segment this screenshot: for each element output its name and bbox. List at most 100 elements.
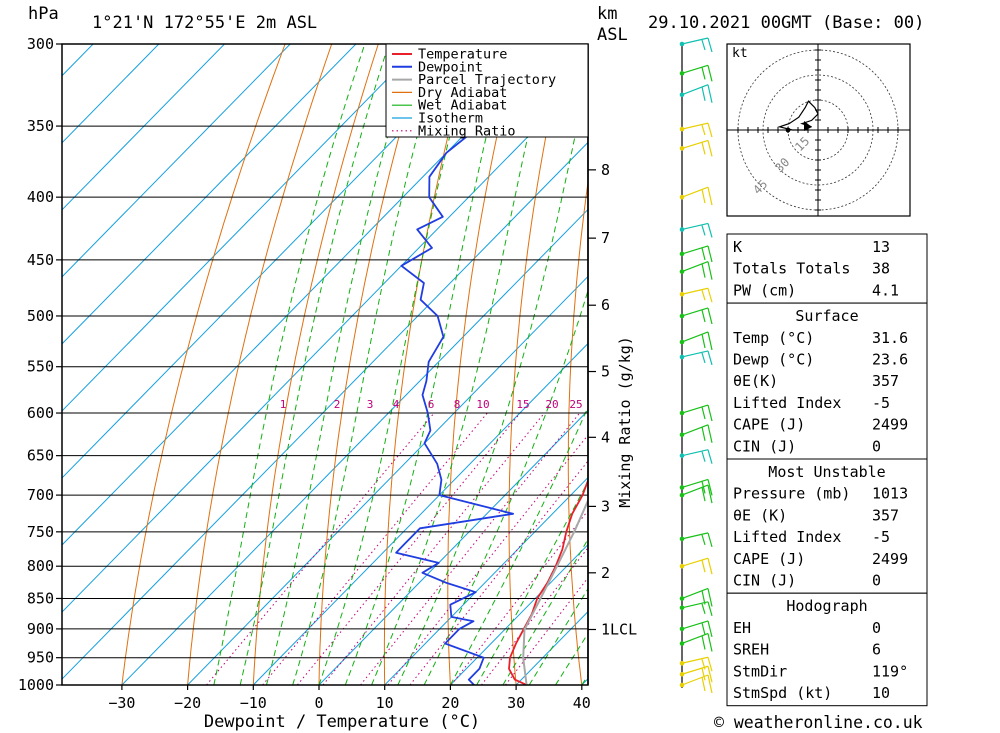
dry-adiabat-line (681, 7, 718, 711)
mixing-ratio-label: 1 (280, 398, 287, 411)
wind-barb-staff (681, 557, 709, 567)
wind-barb (679, 331, 713, 351)
wind-barb-dot (679, 682, 685, 688)
height-tick-label: 2 (601, 564, 610, 582)
hodograph-marker (785, 127, 791, 133)
temperature-tick-label: 40 (573, 694, 591, 712)
wind-barb-staff (681, 350, 709, 358)
wind-barb-feather (707, 558, 713, 575)
wind-barb-feather (707, 37, 713, 53)
pressure-tick-label: 800 (27, 557, 54, 575)
hodograph-storm-arrow (804, 121, 812, 131)
header-hpa-unit: hPa (28, 4, 59, 24)
header-datetime: 29.10.2021 00GMT (Base: 00) (648, 13, 924, 33)
wind-barb-feather (707, 532, 713, 548)
dry-adiabat-line (447, 44, 519, 685)
wind-barb-feather (707, 350, 713, 366)
panel-row-value: -5 (872, 528, 890, 546)
legend-label: Parcel Trajectory (418, 72, 556, 88)
panel-row-value: 0 (872, 619, 881, 637)
wind-barb-staff (681, 532, 709, 540)
pressure-tick-label: 450 (27, 251, 54, 269)
mixing-ratio-label: 2 (334, 398, 341, 411)
wind-barb-feather (701, 560, 706, 573)
wind-barb-staff (681, 84, 709, 96)
wind-barb-staff (681, 186, 709, 198)
wet-adiabat-line (476, 480, 588, 685)
wind-barb-dot (679, 354, 685, 360)
wind-barb-dot (679, 269, 685, 274)
copyright: © weatheronline.co.uk (714, 713, 923, 732)
wind-barb-feather (701, 668, 706, 681)
wind-barb-staff (681, 287, 709, 295)
panel-row-value: -5 (872, 394, 890, 412)
wind-barb (679, 532, 713, 548)
wind-barb-dot (679, 92, 685, 98)
wind-barb-staff (681, 656, 709, 664)
profile-lines (395, 44, 588, 685)
isotherm-line (186, 275, 588, 685)
wind-barb-dot (679, 641, 685, 646)
wind-barb-staff (681, 331, 709, 343)
wind-barb-staff (681, 620, 709, 630)
panel-row-label: StmDir (733, 662, 787, 680)
wind-barb-feather (707, 122, 713, 138)
wind-barb (679, 587, 713, 607)
header-location: 1°21'N 172°55'E 2m ASL (92, 13, 317, 33)
pressure-tick-label: 300 (27, 35, 54, 53)
wind-barb (679, 287, 713, 303)
wind-barb-staff (681, 139, 709, 149)
legend-label: Isotherm (418, 111, 483, 127)
pressure-tick-label: 850 (27, 589, 54, 607)
wind-barb-staff (681, 424, 709, 436)
panel-row-label: Lifted Index (733, 394, 841, 412)
wind-barb-staff (681, 222, 709, 231)
height-axis: 8 7 6 5 4 3 2 1LCL (588, 161, 637, 638)
wind-barb-feather (701, 590, 706, 605)
pressure-tick-label: 550 (27, 358, 54, 376)
wind-barb-dot (679, 339, 685, 345)
wind-barb-feather (701, 309, 706, 323)
wind-barb-feather (707, 479, 713, 496)
panel-row-label: Pressure (mb) (733, 485, 850, 503)
wind-barb (679, 222, 713, 238)
legend-label: Temperature (418, 47, 507, 63)
wind-barb-feather (707, 307, 713, 325)
dry-adiabat-line (187, 44, 333, 685)
isotherm-line (62, 44, 291, 278)
panel-row-label: K (733, 238, 742, 256)
wind-barb-feather (701, 124, 706, 136)
wind-barb-feather (707, 674, 713, 694)
wind-barb-feather (701, 67, 706, 80)
wind-barb (679, 186, 713, 206)
wind-barb-feather (701, 406, 706, 420)
dry-adiabat-line (937, 7, 1000, 711)
temperature-tick-label: −10 (240, 694, 267, 712)
legend-label: Wet Adiabat (418, 98, 507, 114)
wind-barb-dot (679, 671, 685, 677)
temperature-tick-label: −30 (108, 694, 135, 712)
wind-barb-dot (679, 251, 685, 257)
wind-barb-feather (707, 187, 713, 206)
panel-row-value: 6 (872, 641, 881, 659)
panel-row-label: Temp (°C) (733, 329, 814, 347)
panel-row-label: Totals Totals (733, 260, 850, 278)
isotherm-line (62, 44, 357, 345)
panel-row-value: 31.6 (872, 329, 908, 347)
wind-barb-feather (701, 426, 706, 441)
wind-barb-feather (701, 247, 706, 261)
wind-barb-feather (701, 290, 706, 301)
wind-barb-feather (707, 424, 713, 443)
panel-row-label: StmSpd (kt) (733, 684, 832, 702)
panel-row-value: 0 (872, 437, 881, 455)
wind-barb-feather (707, 601, 713, 616)
dry-adiabat-line (383, 44, 472, 685)
hodograph-trace (777, 100, 819, 131)
pressure-tick-label: 350 (27, 117, 54, 135)
temperature-axis: −30 −20 −10 0 10 20 30 40 (108, 685, 591, 712)
wind-barb-dot (679, 563, 685, 569)
temperature-tick-label: 0 (314, 694, 323, 712)
dry-adiabat-line (567, 178, 588, 685)
wet-adiabat-line (449, 406, 588, 685)
